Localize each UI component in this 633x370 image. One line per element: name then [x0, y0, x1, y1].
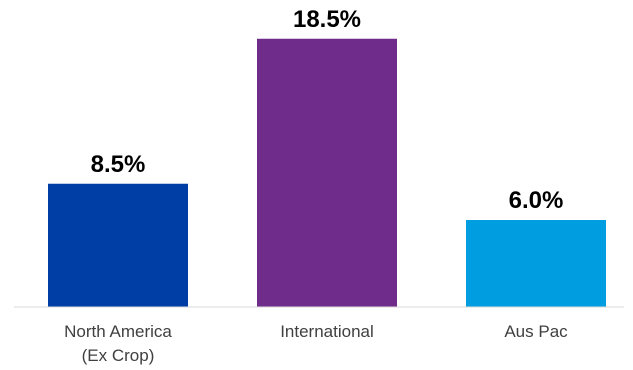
- category-label-international: International: [280, 322, 374, 341]
- bars-group: [48, 38, 606, 307]
- category-labels-group: North America (Ex Crop) International Aus P…: [64, 322, 568, 365]
- value-labels-group: 8.5% 18.5% 6.0%: [91, 6, 564, 214]
- value-label-international: 18.5%: [293, 6, 361, 33]
- value-label-north-america: 8.5%: [91, 151, 146, 178]
- category-label-north-america-line-2: (Ex Crop): [82, 346, 155, 365]
- bar-north-america: [48, 183, 188, 307]
- value-label-aus-pac: 6.0%: [509, 187, 564, 214]
- category-label-aus-pac: Aus Pac: [504, 322, 568, 341]
- category-label-north-america: North America: [64, 322, 172, 341]
- bar-international: [257, 38, 397, 307]
- bar-aus-pac: [466, 220, 606, 307]
